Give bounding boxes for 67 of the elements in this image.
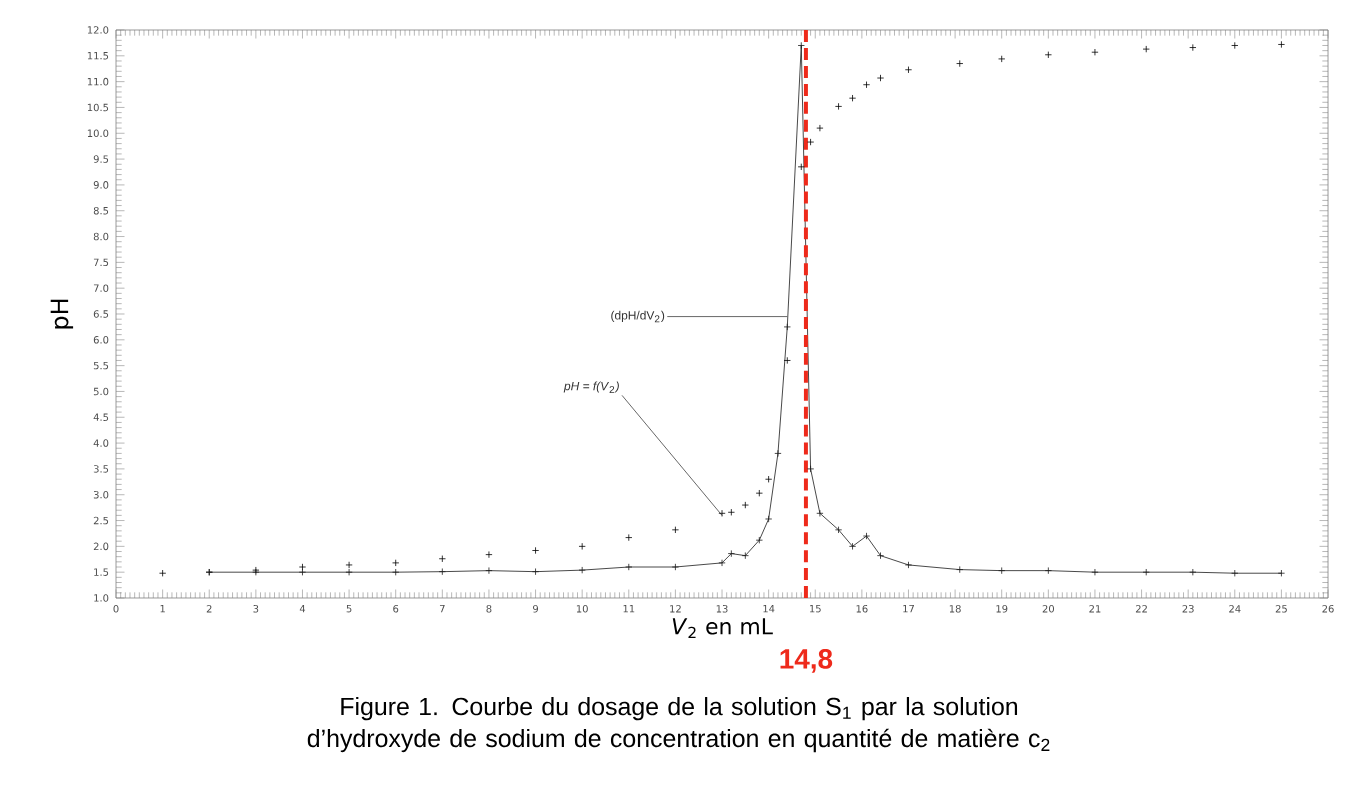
- ref-line-label: 14,8: [780, 649, 833, 673]
- text: Figure 1. Courbe du dosage de la solution S$_{1}$ par la solution d’hydroxyde de sodium de concentration en quantité de matière c$_{2}$: [307, 697, 1050, 753]
- point: [578, 566, 586, 574]
- point: [625, 563, 633, 571]
- point: [816, 509, 824, 517]
- point: [741, 501, 749, 509]
- point: [876, 552, 885, 560]
- point: [625, 534, 633, 542]
- point: [1189, 568, 1197, 576]
- point: [797, 41, 805, 50]
- point: [1189, 43, 1197, 52]
- point: [485, 551, 493, 559]
- point: [834, 526, 843, 534]
- point: [345, 568, 353, 576]
- point: [578, 542, 586, 550]
- point: [1231, 569, 1239, 577]
- point: [876, 74, 885, 82]
- point: [1044, 567, 1052, 575]
- point: [774, 449, 782, 457]
- point: [956, 566, 964, 574]
- point: [848, 542, 857, 550]
- point: [765, 515, 773, 523]
- point: [862, 81, 871, 89]
- point: [998, 55, 1006, 63]
- point: [1091, 568, 1099, 576]
- point: [816, 124, 824, 132]
- point: [848, 94, 857, 102]
- y-axis-title: pH: [50, 299, 74, 329]
- point: [741, 552, 749, 560]
- point: [862, 532, 871, 540]
- point: [671, 563, 679, 571]
- point: [298, 563, 307, 571]
- point: [392, 559, 400, 567]
- point: [755, 536, 763, 544]
- point: [1142, 45, 1150, 53]
- point: [1044, 51, 1052, 59]
- point: [392, 568, 400, 576]
- point: [1231, 41, 1239, 50]
- point: [1277, 40, 1285, 49]
- point: [797, 163, 805, 171]
- point: [755, 489, 763, 497]
- point: [834, 102, 843, 110]
- point: [904, 561, 913, 569]
- point: [783, 323, 791, 331]
- point: [727, 550, 735, 558]
- point: [531, 546, 540, 555]
- point: [159, 569, 167, 577]
- point: [807, 465, 815, 473]
- point: [765, 475, 773, 483]
- point: [718, 509, 726, 517]
- x-axis-title: V$_{2}$ en mL: [672, 618, 773, 639]
- point: [671, 526, 679, 534]
- point: [807, 138, 815, 146]
- point: [485, 567, 493, 575]
- point: [298, 568, 307, 576]
- point: [1091, 48, 1099, 56]
- point: [438, 555, 446, 563]
- point: [438, 568, 446, 576]
- point: [531, 568, 540, 576]
- point: [1142, 568, 1150, 576]
- point: [727, 508, 735, 516]
- point: [956, 59, 964, 68]
- point: [783, 356, 791, 365]
- point: [718, 559, 726, 567]
- point: [345, 561, 353, 569]
- point: [998, 567, 1006, 575]
- point: [904, 66, 913, 74]
